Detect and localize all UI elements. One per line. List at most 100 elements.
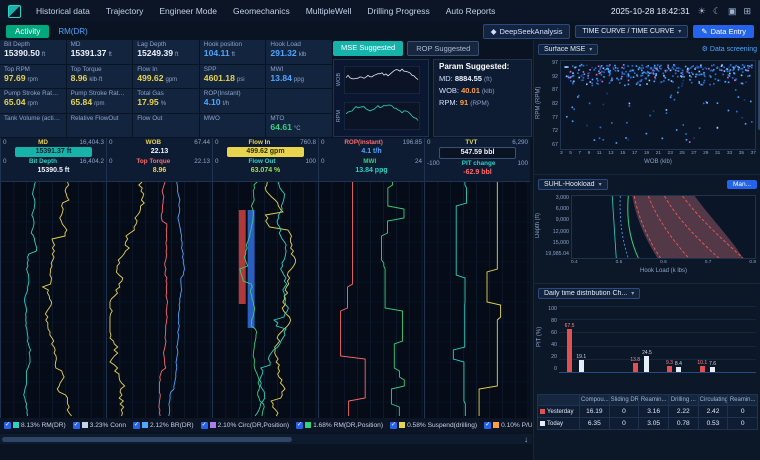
legend-item-5[interactable]: ✓ 0.58% Suspend(drilling) (390, 421, 478, 429)
surface-mse-title: Surface MSE (544, 45, 586, 53)
track-current-value: 22.13 (150, 148, 169, 155)
nav-item-2[interactable]: Engineer Mode (159, 6, 217, 16)
manage-button[interactable]: Man... (726, 179, 757, 189)
surface-mse-ylabel: RPM (RPM) (535, 86, 542, 120)
legend-item-4[interactable]: ✓ 1.68% RM(DR,Position) (296, 421, 383, 429)
mini-chart-label: WOB (336, 73, 342, 87)
tile-unit: gpm (165, 76, 178, 83)
tick-label-0: 97 (552, 60, 558, 66)
tick-label-1: 92 (552, 73, 558, 80)
hookload-chart: Depth (ft) 3,000 6,000 9,000 12,000 15,000 19… (534, 193, 760, 283)
nav-item-4[interactable]: MultipleWell (305, 6, 352, 16)
legend-item-0[interactable]: ✓ 8.13% RM(DR) (4, 421, 66, 429)
brightness-icon[interactable]: ☀ (697, 5, 706, 16)
tile-unit: ft (41, 52, 46, 58)
tile-label: Tank Volume (active) (4, 114, 62, 122)
legend-swatch (399, 422, 406, 428)
chevron-down-icon: ▾ (598, 181, 602, 188)
nav-item-0[interactable]: Historical data (36, 6, 90, 16)
legend-label: 2.12% BR(DR) (150, 421, 194, 429)
nav-item-3[interactable]: Geomechanics (233, 6, 290, 16)
checkbox-icon[interactable]: ✓ (4, 421, 11, 429)
tile-flow-in: Flow In 499.62 gpm (133, 64, 199, 88)
track-current-value: -62.9 bbl (463, 169, 492, 176)
legend-item-1[interactable]: ✓ 3.23% Conn (72, 421, 126, 429)
tick-label-0: 0.4 (571, 260, 578, 265)
bar-wrap: 67.5 (565, 306, 574, 372)
theme-icon[interactable]: ☾ (712, 5, 721, 16)
tile-mto: MTO 64.61 °C (266, 113, 332, 137)
gridline (559, 319, 756, 321)
tick-label-1: 6,000 (555, 206, 569, 213)
activity-legend: ✓ 8.13% RM(DR) ✓ 3.23% Conn ✓ 2.12% BR(DR) ✓ 2.… (0, 418, 532, 432)
checkbox-icon[interactable]: ✓ (200, 421, 208, 429)
bar-value-label: 13.8 (630, 357, 641, 364)
track-plot (213, 182, 318, 418)
tick-label-4: 15,000 (552, 239, 569, 246)
right-panel: Surface MSE ▾ ⚙ Data screening RPM (RPM)… (533, 40, 760, 460)
nav-item-5[interactable]: Drilling Progress (367, 6, 430, 16)
data-screening-label: Data screening (709, 45, 757, 53)
tile-label: MTO (270, 114, 285, 122)
nav-item-6[interactable]: Auto Reports (445, 6, 496, 16)
tick-label-7: 17 (631, 151, 638, 156)
checkbox-icon[interactable]: ✓ (296, 421, 304, 429)
track-current-value: 4.1 t/h (361, 148, 382, 155)
legend-item-2[interactable]: ✓ 2.12% BR(DR) (133, 421, 194, 429)
tick-label-1: 80 (551, 318, 557, 324)
checkbox-icon[interactable]: ✓ (72, 421, 80, 429)
tick-label-14: 31 (714, 151, 721, 156)
mse-suggested-button[interactable]: MSE Suggested (333, 41, 404, 56)
bar-today-0 (578, 359, 584, 372)
tile-value: 15390.50 ft (4, 48, 46, 58)
track-plot (107, 182, 212, 418)
tile-value: 15249.39 ft (137, 48, 179, 58)
tile-unit: ft (231, 52, 235, 58)
tick-label-3: 12,000 (552, 228, 569, 235)
tile-tank-volume-active-: Tank Volume (active) (0, 113, 66, 137)
checkbox-icon[interactable]: ✓ (133, 421, 140, 429)
legend-item-3[interactable]: ✓ 2.10% Circ(DR,Position) (200, 421, 289, 429)
apps-icon[interactable]: ⊞ (743, 5, 751, 16)
tick-label-11: 25 (679, 151, 685, 156)
surface-mse-section: Surface MSE ▾ ⚙ Data screening RPM (RPM)… (534, 40, 760, 175)
tile-spp: SPP 4601.18 psi (199, 64, 266, 88)
legend-item-6[interactable]: ✓ 0.10% P/U (484, 421, 532, 429)
tile-unit: psi (236, 76, 245, 83)
checkbox-icon[interactable]: ✓ (484, 421, 492, 429)
surface-mse-plot (560, 60, 756, 150)
hookload-select[interactable]: SUHL-Hookload ▾ (538, 178, 608, 190)
table-cell-0-2: 3.16 (639, 406, 669, 418)
rop-suggested-button[interactable]: ROP Suggested (407, 41, 480, 56)
deepseek-analysis-button[interactable]: ◆ DeepSeekAnalysis (482, 23, 571, 39)
table-header-1: Compou... (580, 395, 610, 406)
fullscreen-icon[interactable]: ▣ (727, 5, 737, 16)
table-header-6: Reamin... (728, 395, 758, 406)
scrollbar-thumb[interactable] (2, 436, 292, 442)
tab-rm-dr[interactable]: RM(DR) (58, 26, 88, 36)
table-row-name-yesterday: Yesterday (538, 406, 580, 418)
tile-label: SPP (203, 65, 217, 73)
tab-activity[interactable]: Activity (6, 24, 50, 38)
nav-item-1[interactable]: Trajectory (105, 6, 144, 16)
data-screening-link[interactable]: ⚙ Data screening (702, 45, 757, 54)
tile-lag-depth: Lag Depth 15249.39 ft (133, 40, 199, 64)
hookload-yticks: 3,000 6,000 9,000 12,000 15,000 19,985.04 (541, 195, 571, 257)
tile-hook-position: Hook position 104.11 ft (199, 40, 266, 64)
bar-wrap (609, 306, 614, 372)
table-header-0 (538, 395, 580, 406)
download-icon[interactable]: ↓ (524, 434, 528, 444)
surface-mse-select[interactable]: Surface MSE ▾ (538, 43, 599, 55)
deepseek-icon: ◆ (490, 26, 497, 36)
bar-value-label: 24.5 (642, 350, 652, 357)
panel-scrollbar[interactable] (758, 60, 760, 130)
daily-distribution-select[interactable]: Daily time distribution Ch... ▾ (538, 287, 641, 299)
checkbox-icon[interactable]: ✓ (390, 421, 398, 429)
tile-pump-stroke-rate-2: Pump Stroke Rate#2 65.04 rpm (0, 89, 66, 113)
bar-group-4: 10.1 7.6 (690, 306, 723, 372)
horizontal-scrollbar[interactable]: ↓ (0, 434, 532, 444)
curve-type-select[interactable]: TIME CURVE / TIME CURVE ▾ (575, 24, 689, 38)
legend-label: 0.58% Suspend(drilling) (407, 421, 478, 429)
data-entry-button[interactable]: ✎ Data Entry (693, 24, 754, 38)
bar-wrap: 24.5 (642, 306, 652, 372)
